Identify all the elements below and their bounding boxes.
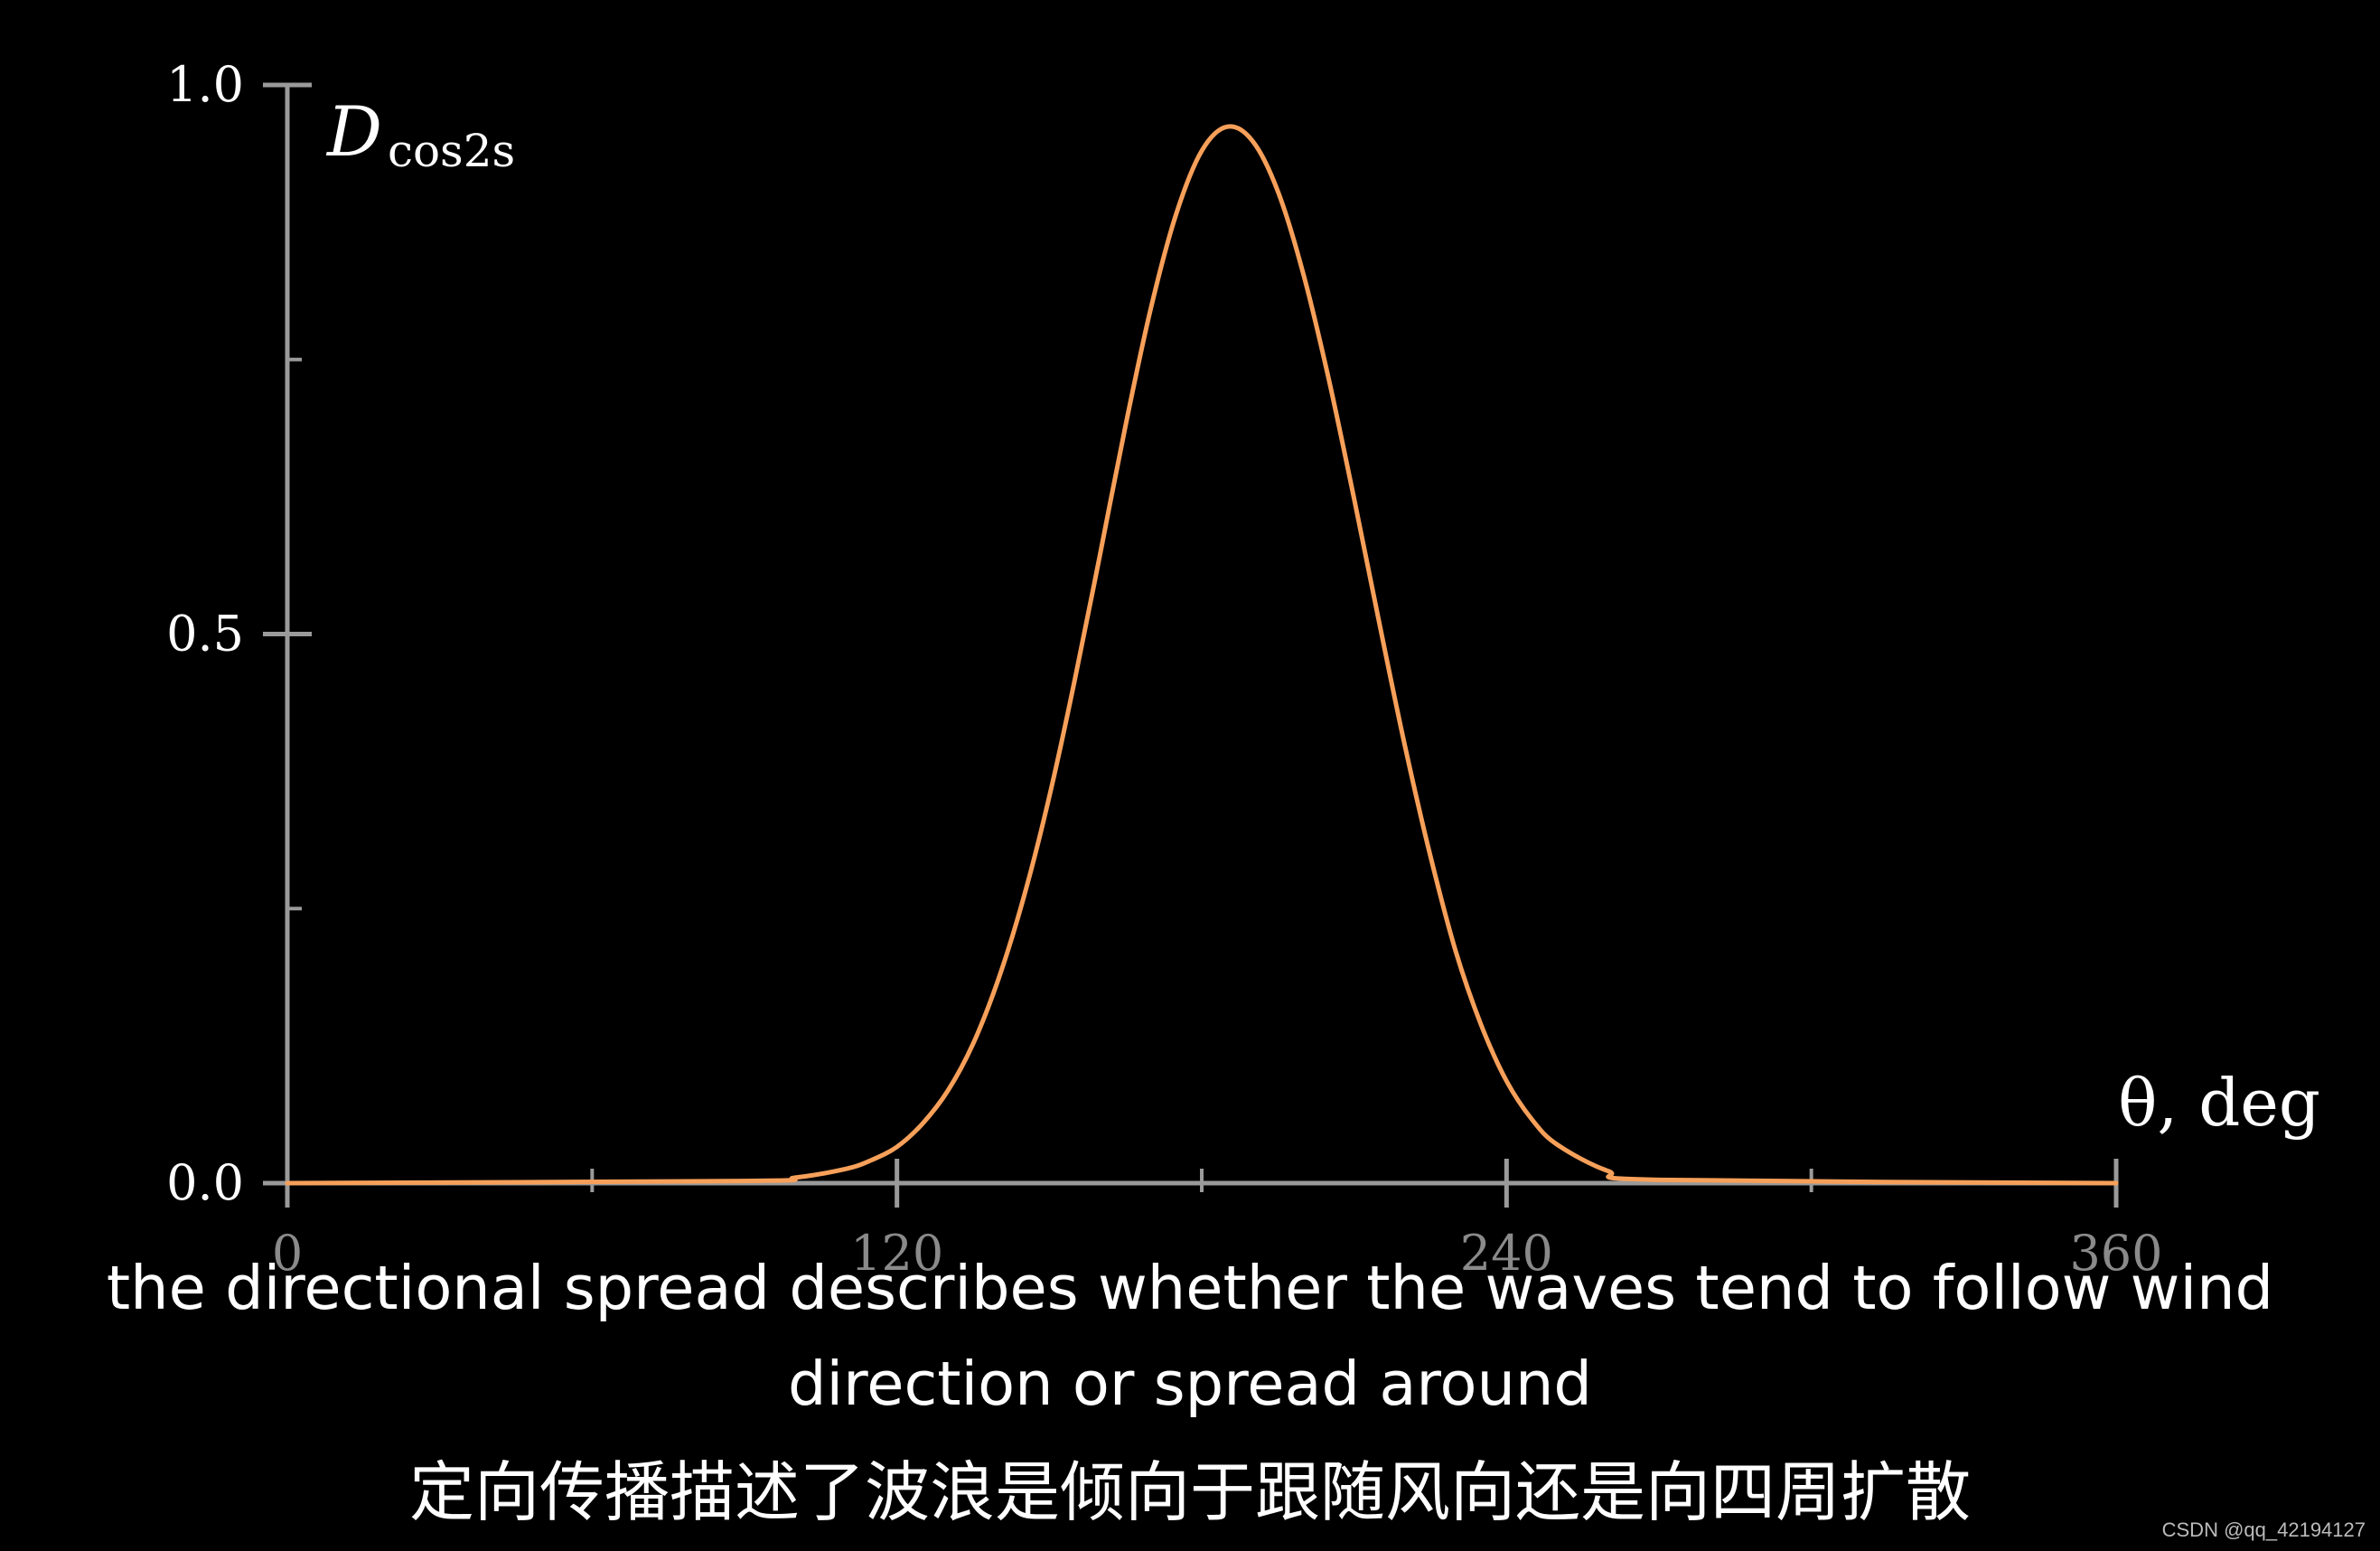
y-tick-label: 0.0 [166, 1154, 244, 1211]
y-tick-label: 0.5 [166, 606, 244, 663]
x-tick-label: 0 [272, 1225, 303, 1282]
chinese-subtitle: 定向传播描述了波浪是倾向于跟随风向还是向四周扩散 [408, 1454, 1971, 1530]
labels: 0.0 0.5 1.0 0 120 240 360 D cos2s θ, deg [166, 56, 2320, 1282]
x-tick-label: 360 [2069, 1225, 2162, 1282]
x-axis-label: θ, deg [2118, 1065, 2320, 1141]
english-subtitle: the directional spread describes whether… [106, 1253, 2274, 1419]
series-layer [285, 124, 2119, 1186]
x-tick-label: 240 [1460, 1225, 1553, 1282]
watermark: CSDN @qq_42194127 [2161, 1518, 2366, 1541]
series-line [285, 124, 2119, 1186]
x-tick-label: 120 [850, 1225, 943, 1282]
y-tick-label: 1.0 [166, 56, 244, 113]
axes [263, 82, 2119, 1208]
